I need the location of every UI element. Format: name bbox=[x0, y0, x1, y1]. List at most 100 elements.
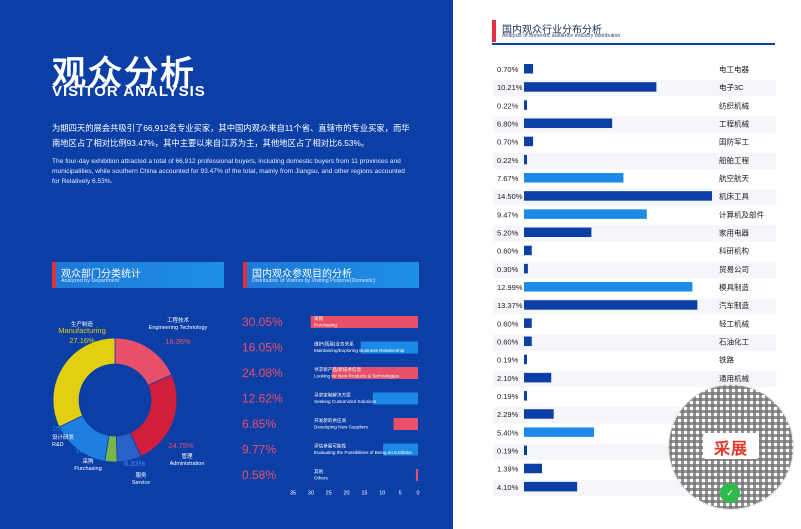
industry-row-bg bbox=[493, 134, 776, 151]
industry-bar bbox=[524, 445, 527, 456]
purpose-label-zh: 开发新的供应商 bbox=[314, 417, 347, 424]
industry-row-bg bbox=[493, 261, 776, 279]
section-accent bbox=[52, 262, 56, 288]
slice-percent: 6.33% bbox=[124, 459, 146, 468]
industry-row-bg bbox=[493, 334, 776, 351]
slice-percent: 10.19% bbox=[75, 446, 101, 455]
industry-value: 12.99% bbox=[497, 283, 523, 292]
purpose-bar bbox=[393, 418, 418, 430]
industry-section-header: 国内观众行业分布分析 Analysis of domestic audience… bbox=[492, 20, 775, 45]
industry-bar-chart: 0.70% 电工电器 10.21% 电子3C 0.22% 纺织机械 6.80% 工程机械 0.7… bbox=[493, 62, 776, 497]
industry-bar bbox=[524, 372, 552, 383]
industry-bar bbox=[524, 245, 532, 256]
industry-value: 1.39% bbox=[497, 465, 519, 474]
purpose-tick-label: 20 bbox=[344, 491, 350, 497]
slice-percent: 27.16% bbox=[69, 336, 95, 345]
industry-value: 6.80% bbox=[497, 120, 519, 129]
purpose-section-title: 国内观众参观目的分析 bbox=[252, 269, 352, 280]
industry-row-bg bbox=[493, 152, 776, 170]
purpose-tick-label: 30 bbox=[308, 491, 314, 497]
slice-label-en: R&D bbox=[52, 442, 64, 448]
department-section-subtitle: Analyzed by Department bbox=[61, 278, 120, 284]
section-accent bbox=[492, 20, 496, 42]
purpose-label-en: Seeking Customized Solutions bbox=[314, 399, 377, 404]
industry-bar bbox=[524, 154, 527, 165]
qr-code[interactable]: 采展 ✓ bbox=[668, 384, 794, 510]
industry-bar bbox=[524, 282, 693, 292]
slice-label-zh: 管理 bbox=[181, 452, 193, 460]
purpose-tick-label: 5 bbox=[399, 491, 402, 497]
industry-name: 工程机械 bbox=[719, 119, 749, 129]
industry-bar bbox=[524, 481, 578, 492]
qr-logo: 采展 bbox=[703, 433, 759, 459]
purpose-label-zh: 其他 bbox=[314, 468, 324, 475]
industry-row-bg bbox=[493, 370, 776, 388]
purpose-tick-label: 0 bbox=[416, 491, 419, 497]
industry-name: 电工电器 bbox=[719, 64, 749, 74]
industry-value: 5.20% bbox=[497, 229, 519, 238]
industry-bar bbox=[524, 64, 534, 74]
slice-label-zh: 设计研发 bbox=[52, 433, 75, 441]
industry-bar bbox=[524, 354, 527, 365]
industry-bar bbox=[524, 136, 534, 147]
industry-name: 航空航天 bbox=[719, 173, 749, 183]
page-title: 观众分析 bbox=[52, 55, 196, 93]
industry-name: 船舶工程 bbox=[719, 155, 749, 165]
industry-value: 2.29% bbox=[497, 410, 519, 419]
industry-value: 0.60% bbox=[497, 247, 519, 256]
industry-bar bbox=[524, 82, 657, 92]
purpose-tick-label: 35 bbox=[290, 491, 296, 497]
industry-row-bg bbox=[493, 62, 776, 79]
industry-row-bg bbox=[493, 352, 776, 369]
industry-value: 0.70% bbox=[497, 65, 519, 74]
industry-value: 0.19% bbox=[497, 447, 519, 456]
purpose-section-header: 国内观众参观目的分析 Distribution of Visitors by V… bbox=[243, 262, 419, 288]
industry-bar bbox=[524, 173, 624, 183]
donut-hole bbox=[80, 365, 150, 435]
purpose-value: 9.77% bbox=[242, 443, 276, 457]
purpose-label-en: Maintaining/Exploring Business Relations… bbox=[314, 348, 405, 353]
industry-bar bbox=[524, 409, 554, 419]
purpose-value: 12.62% bbox=[242, 392, 283, 406]
purpose-label-en: Others bbox=[314, 476, 328, 481]
industry-value: 13.37% bbox=[497, 301, 523, 310]
industry-value: 0.22% bbox=[497, 156, 519, 165]
purpose-value: 24.08% bbox=[242, 366, 283, 380]
section-divider bbox=[492, 43, 775, 45]
section-accent bbox=[243, 262, 247, 288]
industry-bar bbox=[524, 336, 532, 347]
industry-name: 石油化工 bbox=[719, 337, 749, 347]
industry-value: 0.30% bbox=[497, 265, 519, 274]
purpose-value: 6.85% bbox=[242, 417, 276, 431]
industry-bar bbox=[524, 191, 712, 201]
industry-value: 0.19% bbox=[497, 392, 519, 401]
purpose-bar bbox=[360, 341, 418, 354]
slice-percent: 18.36% bbox=[165, 337, 191, 346]
industry-name: 机床工具 bbox=[719, 191, 749, 201]
industry-name: 通用机械 bbox=[719, 373, 749, 383]
industry-name: 模具制造 bbox=[719, 282, 749, 292]
industry-name: 汽车制造 bbox=[719, 300, 749, 310]
industry-name: 家用电器 bbox=[719, 228, 749, 238]
purpose-label-en: Evaluating the Possibilities of Being an… bbox=[314, 450, 413, 455]
left-panel: 观众分析 VISITOR ANALYSIS 为期四天的展会共吸引了66,912名… bbox=[0, 0, 453, 529]
intro-text-zh: 为期四天的展会共吸引了66,912名专业买家，其中国内观众来自11个省、直辖市的… bbox=[52, 123, 410, 148]
industry-name: 计算机及部件 bbox=[719, 209, 764, 219]
slice-percent: 24.75% bbox=[168, 441, 194, 450]
purpose-value: 0.58% bbox=[242, 468, 276, 482]
industry-value: 2.10% bbox=[497, 374, 519, 383]
industry-value: 9.47% bbox=[497, 210, 519, 219]
industry-section-subtitle: Analysis of domestic audience industry d… bbox=[502, 33, 621, 39]
industry-name: 铁路 bbox=[719, 355, 734, 365]
industry-value: 5.40% bbox=[497, 428, 519, 437]
industry-value: 7.67% bbox=[497, 174, 519, 183]
purpose-value: 30.05% bbox=[242, 315, 283, 329]
purpose-label-en: Developing New Suppliers bbox=[314, 425, 369, 430]
purpose-bar bbox=[372, 392, 418, 405]
qr-logo-text: 采展 bbox=[713, 441, 748, 458]
industry-value: 0.60% bbox=[497, 338, 519, 347]
purpose-bar bbox=[415, 469, 418, 481]
industry-row-bg bbox=[493, 316, 776, 333]
